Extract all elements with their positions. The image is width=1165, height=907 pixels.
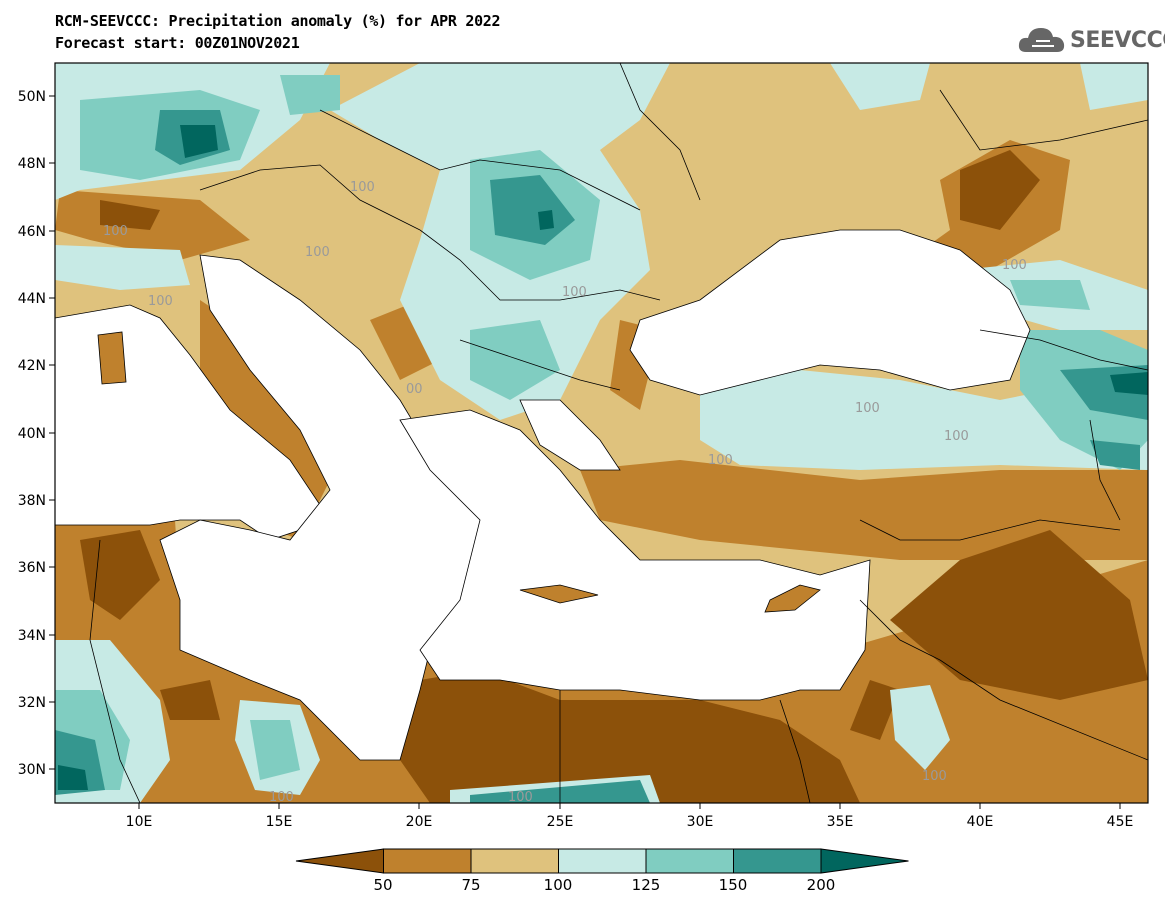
colorbar-label: 200 bbox=[807, 876, 836, 894]
lon-tick-label: 10E bbox=[126, 814, 153, 830]
seevccc-logo: SEEVCCC bbox=[1018, 22, 1165, 58]
lon-tick-label: 45E bbox=[1107, 814, 1134, 830]
contour-label: 100 bbox=[562, 285, 587, 300]
lat-tick-label: 42N bbox=[18, 358, 46, 374]
contour-label: 100 bbox=[508, 790, 533, 805]
lat-tick-label: 44N bbox=[18, 291, 46, 307]
lat-tick-label: 50N bbox=[18, 89, 46, 105]
colorbar-label: 75 bbox=[461, 876, 480, 894]
colorbar-label: 150 bbox=[719, 876, 748, 894]
lon-tick-label: 30E bbox=[687, 814, 714, 830]
contour-label: 100 bbox=[855, 401, 880, 416]
colorbar-segment bbox=[383, 848, 472, 874]
contour-label: 00 bbox=[406, 382, 423, 397]
islands bbox=[97, 331, 821, 613]
contour-label: 100 bbox=[148, 294, 173, 309]
contour-label: 100 bbox=[1002, 258, 1027, 273]
contour-label: 100 bbox=[922, 769, 947, 784]
very-dry-anomaly-areas bbox=[80, 150, 1148, 803]
lat-tick-label: 32N bbox=[18, 695, 46, 711]
colorbar-segment bbox=[645, 848, 734, 874]
colorbar: 50 75 100 125 150 200 bbox=[295, 848, 909, 894]
cloud-icon bbox=[1018, 28, 1065, 52]
colorbar-label: 125 bbox=[632, 876, 661, 894]
colorbar-segment bbox=[558, 848, 647, 874]
axis-ticks bbox=[49, 95, 1121, 809]
lat-tick-label: 34N bbox=[18, 628, 46, 644]
lon-tick-label: 15E bbox=[266, 814, 293, 830]
colorbar-segment-upper-extend bbox=[820, 848, 909, 874]
contour-label: 100 bbox=[350, 180, 375, 195]
map-plot-area: 100 100 100 100 100 100 100 100 100 100 … bbox=[55, 63, 1148, 805]
lon-tick-label: 35E bbox=[827, 814, 854, 830]
colorbar-label: 100 bbox=[544, 876, 573, 894]
lat-tick-label: 40N bbox=[18, 426, 46, 442]
contour-label: 100 bbox=[305, 245, 330, 260]
longitude-axis: 10E 15E 20E 25E 30E 35E 40E 45E bbox=[126, 814, 1134, 830]
colorbar-segment bbox=[733, 848, 822, 874]
colorbar-label: 50 bbox=[373, 876, 392, 894]
lat-tick-label: 46N bbox=[18, 224, 46, 240]
colorbar-segment bbox=[470, 848, 559, 874]
extreme-wet-anomaly-areas bbox=[58, 125, 1148, 790]
lat-tick-label: 36N bbox=[18, 560, 46, 576]
lon-tick-label: 25E bbox=[547, 814, 574, 830]
contour-label: 100 bbox=[269, 790, 294, 805]
contour-labels: 100 100 100 100 100 100 100 100 100 100 … bbox=[103, 180, 1027, 805]
contour-label: 100 bbox=[103, 224, 128, 239]
latitude-axis: 30N 32N 34N 36N 38N 40N 42N 44N 46N 48N … bbox=[18, 89, 46, 778]
lat-tick-label: 38N bbox=[18, 493, 46, 509]
contour-label: 100 bbox=[708, 453, 733, 468]
logo-text: SEEVCCC bbox=[1070, 28, 1165, 53]
lon-tick-label: 40E bbox=[967, 814, 994, 830]
colorbar-segment-lower-extend bbox=[295, 848, 384, 874]
forecast-start-subtitle: Forecast start: 00Z01NOV2021 bbox=[55, 34, 300, 52]
lon-tick-label: 20E bbox=[406, 814, 433, 830]
map-title: RCM-SEEVCCC: Precipitation anomaly (%) f… bbox=[55, 12, 501, 30]
lat-tick-label: 48N bbox=[18, 156, 46, 172]
contour-label: 100 bbox=[944, 429, 969, 444]
lat-tick-label: 30N bbox=[18, 762, 46, 778]
sea-mask bbox=[55, 229, 1031, 761]
political-borders bbox=[89, 63, 1148, 803]
